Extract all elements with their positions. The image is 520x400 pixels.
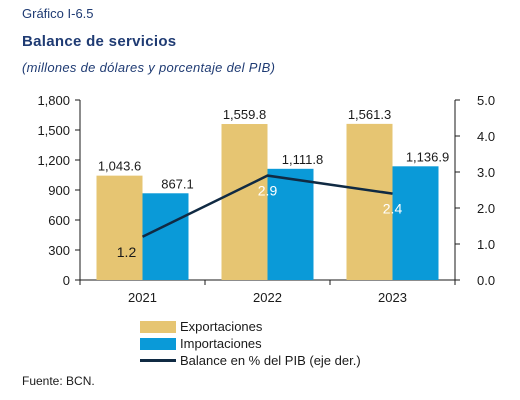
bar-importaciones-2022 (267, 168, 314, 280)
y-left-tick-label: 1,500 (37, 123, 70, 138)
x-tick-label: 2021 (128, 290, 157, 305)
y-left-tick-label: 0 (63, 273, 70, 288)
bar-value-label-importaciones: 1,136.9 (406, 149, 449, 164)
legend-item-balance: Balance en % del PIB (eje der.) (140, 352, 361, 369)
legend-item-importaciones: Importaciones (140, 335, 361, 352)
legend-label-balance: Balance en % del PIB (eje der.) (180, 353, 361, 368)
bar-value-label-importaciones: 1,111.8 (282, 152, 323, 167)
legend-swatch-balance (140, 359, 176, 362)
legend-swatch-importaciones (140, 337, 176, 350)
balance-value-label: 2.9 (258, 183, 278, 199)
y-left-tick-label: 900 (48, 183, 70, 198)
bar-importaciones-2021 (142, 193, 189, 280)
y-right-tick-label: 3.0 (477, 165, 495, 180)
bars (96, 123, 439, 281)
bar-importaciones-2023 (392, 166, 439, 280)
bar-value-label-exportaciones: 1,559.8 (223, 107, 266, 122)
figure-number: Gráfico I-6.5 (22, 6, 94, 21)
balance-line-group (141, 174, 393, 238)
source-note: Fuente: BCN. (22, 374, 95, 388)
bar-value-label-exportaciones: 1,561.3 (348, 107, 391, 122)
balance-value-label: 2.4 (383, 201, 403, 217)
bar-exportaciones-2023 (346, 123, 393, 281)
legend: Exportaciones Importaciones Balance en %… (140, 318, 361, 369)
chart-subtitle: (millones de dólares y porcentaje del PI… (22, 60, 276, 75)
y-left-tick-label: 1,200 (37, 153, 70, 168)
y-right-tick-label: 2.0 (477, 201, 495, 216)
axes: 0 300 600 900 1,200 1,500 1,800 0.0 1.0 2.0 3.0 4.0… (37, 93, 495, 305)
bar-value-label-exportaciones: 1,043.6 (98, 159, 141, 174)
y-right-tick-label: 1.0 (477, 237, 495, 252)
y-left-tick-label: 300 (48, 243, 70, 258)
y-right-tick-label: 0.0 (477, 273, 495, 288)
legend-swatch-exportaciones (140, 320, 176, 333)
x-tick-label: 2022 (253, 290, 282, 305)
balance-line (141, 174, 393, 238)
x-tick-label: 2023 (378, 290, 407, 305)
bar-exportaciones-2022 (221, 124, 268, 281)
y-right-tick-label: 4.0 (477, 129, 495, 144)
chart-title: Balance de servicios (22, 33, 177, 50)
legend-label-importaciones: Importaciones (180, 336, 262, 351)
y-left-tick-label: 1,800 (37, 93, 70, 108)
balance-value-label: 1.2 (117, 244, 137, 260)
bar-exportaciones-2021 (96, 175, 143, 280)
legend-label-exportaciones: Exportaciones (180, 319, 263, 334)
data-labels: 1,043.6 1,559.8 1,561.3 867.1 1,111.8 1,136.9… (98, 107, 449, 260)
y-right-tick-label: 5.0 (477, 93, 495, 108)
legend-item-exportaciones: Exportaciones (140, 318, 361, 335)
y-left-tick-label: 600 (48, 213, 70, 228)
bar-value-label-importaciones: 867.1 (161, 176, 194, 191)
